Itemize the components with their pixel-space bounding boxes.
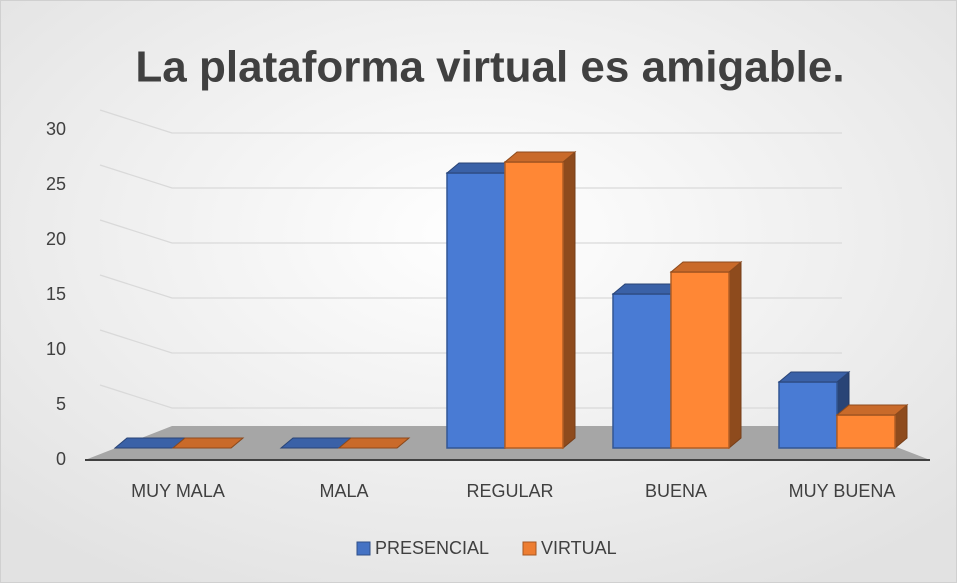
bar [669,260,743,450]
grid-line [99,164,842,189]
bar-face [669,261,743,273]
y-tick-label: 30 [46,119,66,139]
legend-label: VIRTUAL [541,538,617,558]
x-tick-label: MUY MALA [131,481,225,501]
bar [337,437,411,449]
x-tick-label: MALA [319,481,368,501]
bar-face [836,414,896,449]
bar [835,403,909,450]
x-tick-label: REGULAR [466,481,553,501]
bar-face [171,437,245,449]
grid-line [99,219,842,244]
y-tick-label: 10 [46,339,66,359]
bar-face [446,172,506,449]
legend-swatch [522,541,537,556]
bar-face [337,437,411,449]
bar-face [503,151,577,163]
bar-face [728,260,742,450]
bar-face [612,293,672,449]
grid-line [99,109,842,134]
y-tick-label: 20 [46,229,66,249]
bar-face [504,161,564,449]
legend-swatch [356,541,371,556]
y-tick-label: 0 [56,449,66,469]
bar-face [562,150,576,450]
bar-face [778,381,838,449]
bar-face [670,271,730,449]
bar-face [835,404,909,416]
bar [777,370,851,450]
legend-label: PRESENCIAL [375,538,489,558]
bar [171,437,245,449]
y-tick-label: 15 [46,284,66,304]
y-tick-label: 25 [46,174,66,194]
chart-title: La plataforma virtual es amigable. [135,43,844,92]
y-tick-label: 5 [56,394,66,414]
bar [503,150,577,450]
bar-face [777,371,851,383]
x-tick-label: BUENA [645,481,707,501]
x-tick-label: MUY BUENA [789,481,896,501]
